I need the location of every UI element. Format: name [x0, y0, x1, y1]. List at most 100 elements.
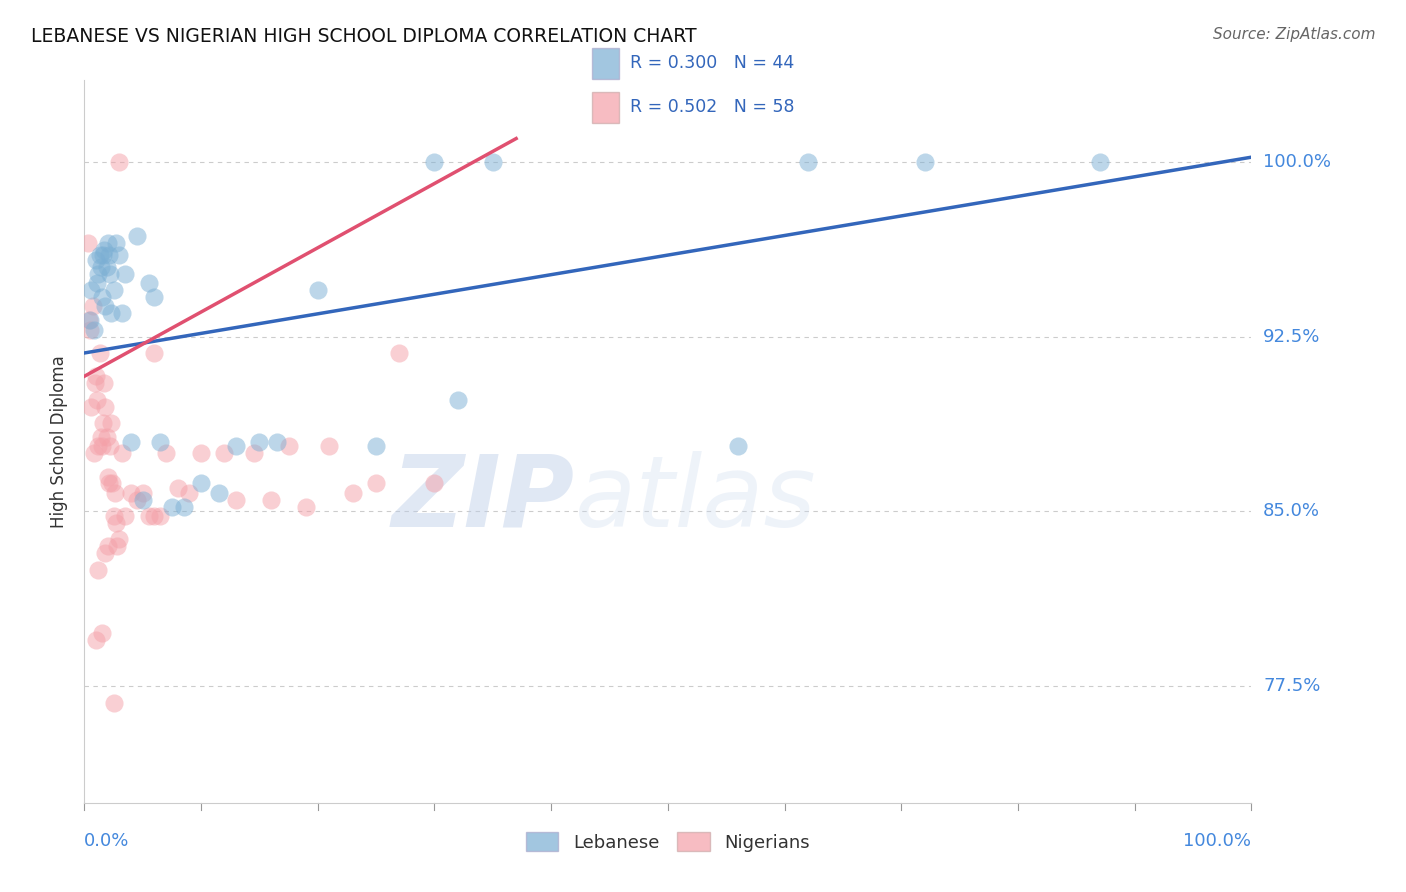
- Point: [190, 476, 212, 491]
- Legend: Lebanese, Nigerians: Lebanese, Nigerians: [526, 832, 810, 852]
- Point: [91, 416, 114, 430]
- Point: [111, 306, 134, 320]
- Point: [155, 446, 177, 460]
- Point: [104, 236, 127, 251]
- Point: [423, 476, 446, 491]
- Point: [295, 500, 318, 514]
- Point: [727, 439, 749, 453]
- Point: [84, 632, 107, 647]
- Text: 100.0%: 100.0%: [1184, 831, 1251, 850]
- Point: [100, 306, 122, 320]
- Point: [366, 476, 388, 491]
- Point: [97, 540, 120, 554]
- Point: [79, 313, 101, 327]
- Point: [108, 154, 131, 169]
- Point: [96, 430, 118, 444]
- Point: [84, 369, 107, 384]
- Point: [90, 290, 112, 304]
- Point: [93, 376, 115, 391]
- Point: [149, 434, 172, 449]
- Point: [318, 439, 340, 453]
- Point: [105, 540, 128, 554]
- Point: [266, 434, 288, 449]
- Point: [103, 283, 125, 297]
- Point: [90, 439, 112, 453]
- Point: [83, 323, 105, 337]
- Point: [104, 516, 127, 530]
- Point: [80, 283, 103, 297]
- Point: [97, 236, 120, 251]
- Point: [90, 625, 112, 640]
- Point: [114, 509, 136, 524]
- Point: [225, 492, 247, 507]
- Point: [114, 267, 136, 281]
- Text: ZIP: ZIP: [391, 450, 575, 548]
- Point: [125, 229, 148, 244]
- Text: 92.5%: 92.5%: [1263, 327, 1320, 346]
- Bar: [592, 92, 619, 123]
- Point: [87, 563, 110, 577]
- Text: Source: ZipAtlas.com: Source: ZipAtlas.com: [1212, 27, 1375, 42]
- Point: [86, 276, 108, 290]
- Point: [103, 509, 125, 524]
- Point: [90, 430, 112, 444]
- Point: [342, 485, 364, 500]
- Point: [277, 439, 299, 453]
- Point: [101, 476, 124, 491]
- Point: [207, 485, 229, 500]
- Point: [83, 446, 105, 460]
- Point: [143, 290, 166, 304]
- Point: [447, 392, 470, 407]
- Point: [79, 323, 101, 337]
- Point: [143, 346, 166, 360]
- Point: [96, 260, 118, 274]
- Point: [108, 533, 131, 547]
- Point: [76, 236, 98, 251]
- Point: [260, 492, 283, 507]
- Point: [225, 439, 247, 453]
- Point: [120, 434, 142, 449]
- Text: 0.0%: 0.0%: [84, 831, 129, 850]
- Point: [173, 500, 195, 514]
- Point: [94, 546, 117, 560]
- Point: [87, 439, 110, 453]
- Point: [120, 485, 142, 500]
- Point: [80, 400, 103, 414]
- Point: [138, 276, 160, 290]
- Point: [82, 299, 104, 313]
- Point: [84, 252, 107, 267]
- Point: [797, 154, 820, 169]
- Point: [111, 446, 134, 460]
- Point: [132, 485, 155, 500]
- Point: [94, 400, 117, 414]
- Point: [143, 509, 166, 524]
- Point: [77, 313, 100, 327]
- Point: [388, 346, 411, 360]
- Point: [97, 248, 120, 262]
- Point: [214, 446, 236, 460]
- Point: [914, 154, 936, 169]
- Point: [307, 283, 329, 297]
- Point: [100, 416, 122, 430]
- Point: [89, 346, 111, 360]
- Text: 100.0%: 100.0%: [1263, 153, 1331, 171]
- Point: [132, 492, 155, 507]
- Point: [179, 485, 201, 500]
- Point: [366, 439, 388, 453]
- Text: atlas: atlas: [575, 450, 815, 548]
- Point: [89, 248, 111, 262]
- Point: [166, 481, 188, 495]
- Y-axis label: High School Diploma: High School Diploma: [51, 355, 69, 528]
- Point: [91, 248, 114, 262]
- Text: LEBANESE VS NIGERIAN HIGH SCHOOL DIPLOMA CORRELATION CHART: LEBANESE VS NIGERIAN HIGH SCHOOL DIPLOMA…: [31, 27, 696, 45]
- Point: [97, 469, 120, 483]
- Point: [87, 267, 110, 281]
- Point: [83, 376, 105, 391]
- Point: [138, 509, 160, 524]
- Point: [94, 299, 117, 313]
- Text: 77.5%: 77.5%: [1263, 677, 1320, 695]
- Point: [249, 434, 271, 449]
- Point: [108, 248, 131, 262]
- Text: 85.0%: 85.0%: [1263, 502, 1320, 520]
- Point: [423, 154, 446, 169]
